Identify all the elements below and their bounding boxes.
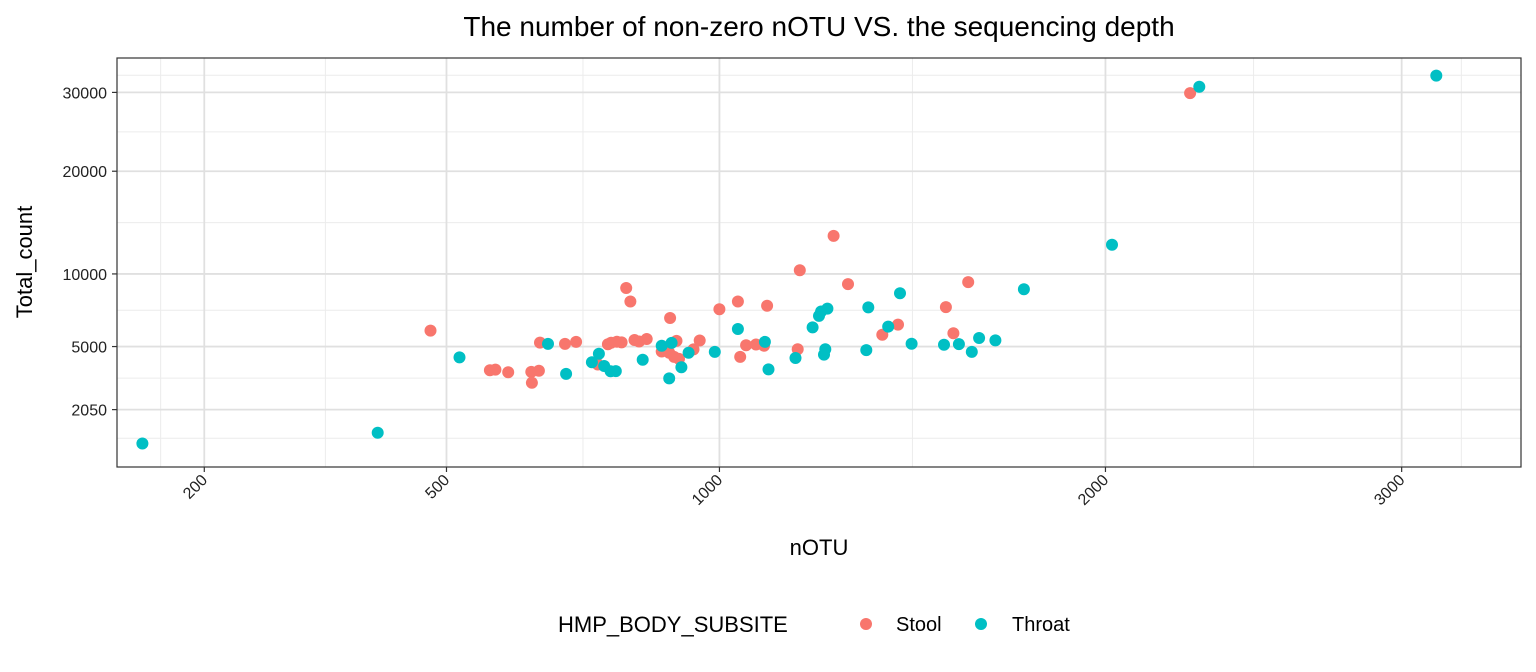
point-stool [761, 299, 774, 312]
point-throat [585, 356, 598, 369]
point-stool [624, 295, 637, 308]
point-throat [1106, 238, 1118, 251]
point-throat [965, 345, 978, 358]
point-stool [532, 364, 545, 377]
point-stool [827, 229, 840, 242]
point-stool [892, 318, 904, 331]
legend-title: HMP_BODY_SUBSITE [558, 612, 788, 637]
x-tick-label: 2000 [1075, 472, 1112, 509]
x-tick-label: 500 [422, 472, 453, 503]
legend: HMP_BODY_SUBSITE Stool Throat [558, 612, 1070, 637]
point-throat [938, 338, 950, 351]
y-axis-ticks: 2050 5000 10000 20000 30000 [63, 85, 117, 420]
plot-panel [117, 58, 1521, 467]
minor-gridlines [117, 58, 1521, 467]
point-throat [682, 346, 695, 359]
point-throat [806, 321, 819, 334]
point-throat [758, 335, 771, 348]
point-stool [962, 276, 975, 289]
point-stool [502, 366, 515, 379]
point-throat [542, 337, 554, 350]
point-stool [424, 324, 437, 337]
point-throat [973, 332, 986, 344]
point-throat [708, 345, 721, 358]
point-stool [489, 363, 502, 376]
point-throat [560, 367, 573, 380]
point-stool [640, 333, 653, 345]
point-stool [525, 376, 538, 389]
legend-key-stool [860, 618, 872, 630]
point-throat [819, 343, 832, 356]
point-stool [740, 339, 753, 352]
point-throat [762, 363, 775, 376]
y-axis-title: Total_count [12, 206, 37, 319]
point-throat [894, 287, 906, 300]
point-throat [789, 352, 802, 364]
legend-key-throat [975, 618, 987, 630]
point-stool [615, 336, 628, 349]
x-axis-title: nOTU [790, 535, 849, 560]
x-tick-label: 3000 [1371, 472, 1408, 509]
point-throat [665, 336, 678, 349]
data-points [136, 69, 1443, 450]
point-throat [636, 353, 649, 366]
point-stool [793, 264, 806, 277]
y-tick-label: 5000 [71, 340, 107, 357]
y-tick-label: 20000 [63, 164, 108, 181]
point-throat [655, 339, 668, 352]
point-throat [1017, 283, 1030, 296]
point-throat [371, 426, 384, 439]
point-throat [453, 351, 466, 364]
point-stool [842, 278, 854, 291]
major-gridlines [117, 58, 1521, 467]
y-tick-label: 30000 [63, 85, 108, 102]
point-throat [952, 338, 965, 351]
point-stool [664, 312, 677, 324]
x-tick-label: 1000 [689, 472, 726, 509]
point-stool [734, 350, 747, 363]
point-stool [947, 327, 960, 340]
point-stool [559, 337, 571, 350]
x-axis-ticks: 200 500 1000 2000 3000 [180, 467, 1409, 509]
point-stool [939, 301, 952, 314]
y-tick-label: 2050 [71, 403, 107, 420]
legend-label-throat: Throat [1012, 614, 1070, 636]
point-throat [609, 365, 622, 378]
point-throat [663, 372, 676, 385]
chart-title: The number of non-zero nOTU VS. the sequ… [463, 11, 1174, 42]
point-throat [882, 320, 895, 333]
point-throat [1193, 80, 1206, 93]
x-tick-label: 200 [180, 472, 211, 503]
point-throat [592, 347, 605, 360]
point-stool [693, 334, 706, 347]
point-throat [905, 337, 918, 350]
y-tick-label: 10000 [63, 267, 108, 284]
point-throat [989, 334, 1002, 347]
point-stool [713, 303, 726, 316]
point-throat [731, 323, 744, 335]
point-stool [570, 335, 583, 348]
point-throat [675, 361, 688, 374]
point-throat [860, 344, 873, 357]
point-throat [862, 301, 875, 314]
point-stool [620, 282, 633, 294]
point-stool [731, 295, 744, 308]
point-stool [1184, 87, 1197, 100]
point-throat [136, 437, 149, 450]
point-throat [821, 302, 834, 315]
plot-border [116, 57, 1522, 468]
legend-label-stool: Stool [896, 614, 942, 636]
point-throat [1430, 69, 1443, 82]
